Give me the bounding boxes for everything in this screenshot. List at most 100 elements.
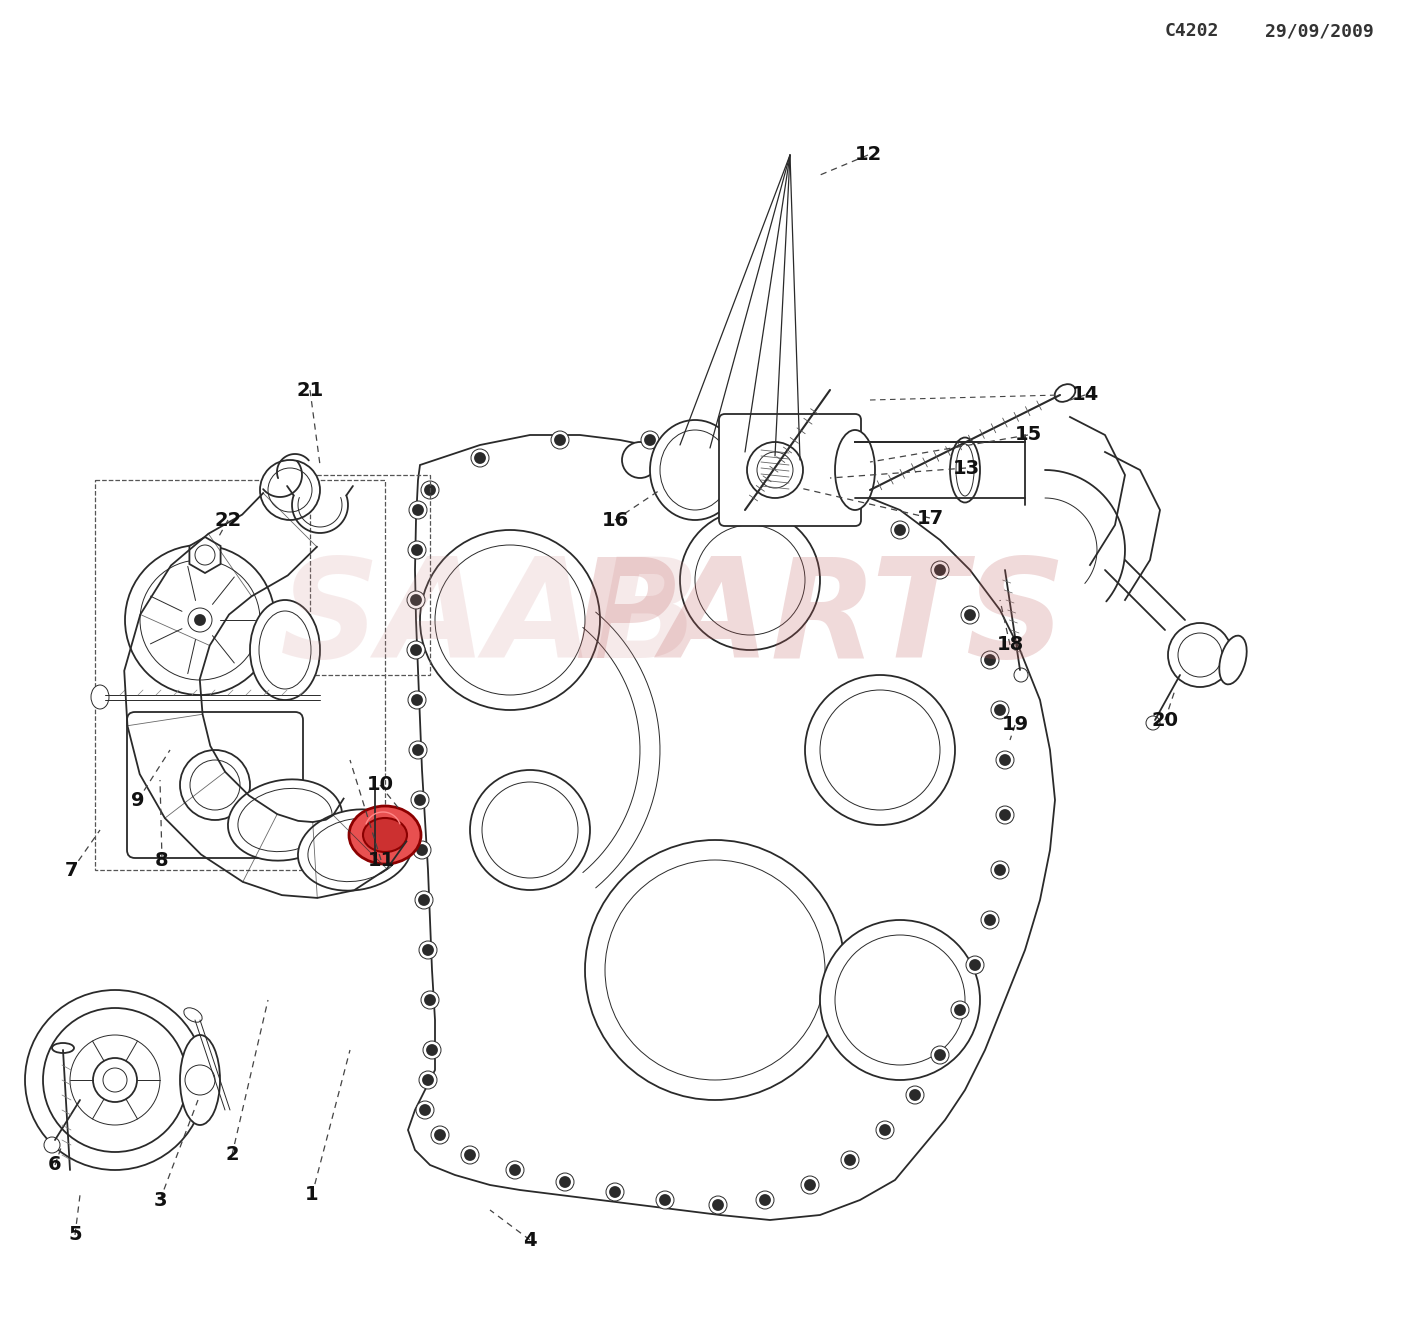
Circle shape xyxy=(820,920,980,1080)
Circle shape xyxy=(421,480,440,499)
Ellipse shape xyxy=(1220,636,1247,685)
Circle shape xyxy=(179,750,250,820)
Bar xyxy=(95,480,386,871)
Circle shape xyxy=(645,435,655,445)
Circle shape xyxy=(556,1173,573,1192)
Circle shape xyxy=(877,1121,894,1139)
Circle shape xyxy=(895,525,905,535)
Text: 14: 14 xyxy=(1072,386,1099,405)
Circle shape xyxy=(805,675,955,825)
Circle shape xyxy=(413,841,431,859)
Circle shape xyxy=(195,545,215,565)
Ellipse shape xyxy=(1054,384,1076,402)
Circle shape xyxy=(1000,755,1010,764)
Circle shape xyxy=(102,1068,127,1092)
Circle shape xyxy=(996,805,1015,824)
Circle shape xyxy=(656,1192,675,1209)
Circle shape xyxy=(662,437,699,472)
Circle shape xyxy=(420,1105,430,1115)
Circle shape xyxy=(435,1131,445,1140)
Circle shape xyxy=(418,941,437,959)
Text: C4202: C4202 xyxy=(1165,23,1220,40)
Circle shape xyxy=(879,1125,889,1135)
Circle shape xyxy=(906,1085,924,1104)
Circle shape xyxy=(585,840,845,1100)
Circle shape xyxy=(408,691,425,709)
Circle shape xyxy=(423,945,433,955)
Circle shape xyxy=(408,502,427,519)
Circle shape xyxy=(966,955,983,974)
Text: 4: 4 xyxy=(524,1230,536,1250)
Circle shape xyxy=(995,865,1005,874)
Text: 21: 21 xyxy=(296,381,323,399)
Ellipse shape xyxy=(363,817,407,852)
Circle shape xyxy=(475,453,485,463)
Circle shape xyxy=(44,1137,60,1153)
Circle shape xyxy=(425,995,435,1005)
Circle shape xyxy=(407,641,425,660)
Text: 5: 5 xyxy=(68,1226,81,1245)
Circle shape xyxy=(195,614,205,625)
Ellipse shape xyxy=(53,1043,74,1054)
Text: PARTS: PARTS xyxy=(573,552,1066,687)
Circle shape xyxy=(935,1050,945,1060)
Circle shape xyxy=(471,449,490,467)
Ellipse shape xyxy=(349,805,421,864)
Text: 22: 22 xyxy=(215,511,242,529)
Circle shape xyxy=(951,1001,969,1019)
Text: 3: 3 xyxy=(154,1190,166,1209)
Circle shape xyxy=(418,894,428,905)
Text: 17: 17 xyxy=(916,508,943,528)
Circle shape xyxy=(185,1066,215,1095)
Circle shape xyxy=(845,1154,855,1165)
Ellipse shape xyxy=(951,438,980,503)
Circle shape xyxy=(407,591,425,609)
Circle shape xyxy=(470,770,591,890)
FancyBboxPatch shape xyxy=(127,713,303,859)
Circle shape xyxy=(413,744,423,755)
Circle shape xyxy=(418,1071,437,1089)
Circle shape xyxy=(423,1040,441,1059)
Circle shape xyxy=(561,1177,571,1186)
Circle shape xyxy=(413,695,423,705)
Polygon shape xyxy=(189,537,221,573)
Text: 10: 10 xyxy=(367,775,394,795)
Circle shape xyxy=(416,890,433,909)
Circle shape xyxy=(26,990,205,1170)
Circle shape xyxy=(680,510,820,650)
Circle shape xyxy=(408,740,427,759)
Circle shape xyxy=(841,1151,859,1169)
Circle shape xyxy=(411,791,428,809)
Circle shape xyxy=(713,1200,723,1210)
Circle shape xyxy=(909,1089,921,1100)
Circle shape xyxy=(610,1186,620,1197)
Circle shape xyxy=(709,1196,727,1214)
Circle shape xyxy=(805,1180,815,1190)
Circle shape xyxy=(421,991,440,1009)
Circle shape xyxy=(965,610,975,620)
Circle shape xyxy=(509,1165,519,1174)
Circle shape xyxy=(931,561,949,579)
Circle shape xyxy=(125,545,275,695)
Ellipse shape xyxy=(184,1007,202,1022)
Circle shape xyxy=(622,442,657,478)
Circle shape xyxy=(935,565,945,575)
Circle shape xyxy=(420,529,601,710)
Circle shape xyxy=(995,705,1005,715)
Circle shape xyxy=(961,606,979,624)
Text: SAAB: SAAB xyxy=(279,552,700,687)
Text: 19: 19 xyxy=(1002,715,1029,735)
Circle shape xyxy=(985,656,995,665)
Circle shape xyxy=(931,1046,949,1064)
Polygon shape xyxy=(408,435,1054,1220)
Ellipse shape xyxy=(250,600,320,701)
Text: 2: 2 xyxy=(225,1145,239,1165)
Ellipse shape xyxy=(91,685,110,709)
Ellipse shape xyxy=(179,1035,221,1125)
Circle shape xyxy=(413,545,423,555)
Text: 7: 7 xyxy=(65,860,78,880)
Circle shape xyxy=(747,442,803,498)
Circle shape xyxy=(1168,622,1232,687)
Circle shape xyxy=(411,594,421,605)
Ellipse shape xyxy=(650,421,740,520)
